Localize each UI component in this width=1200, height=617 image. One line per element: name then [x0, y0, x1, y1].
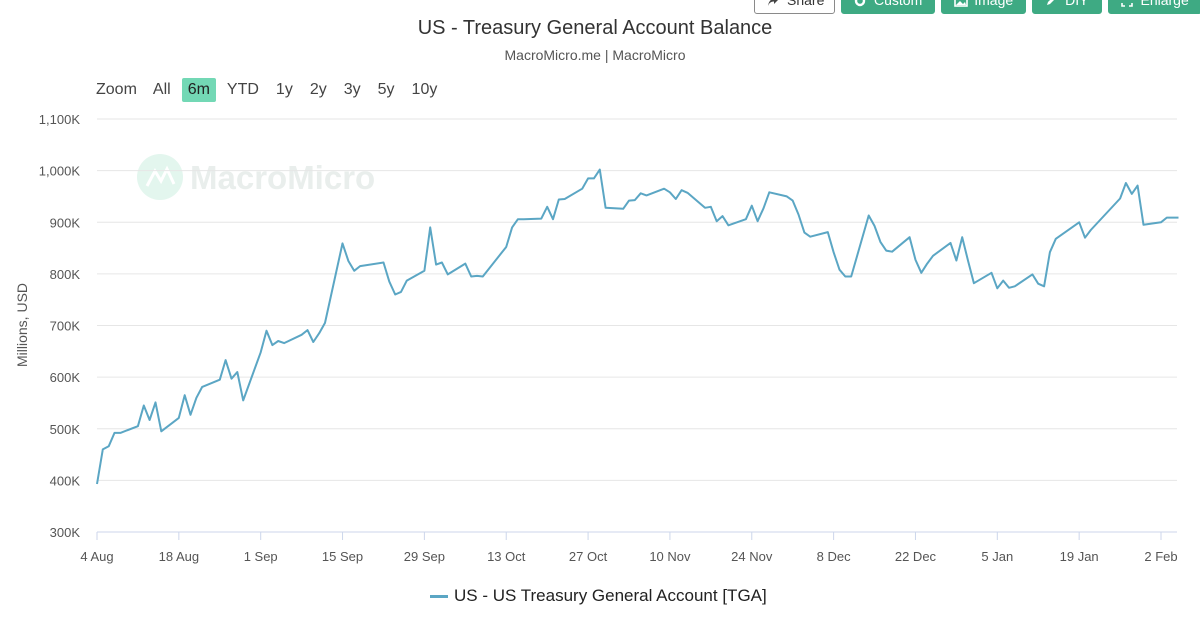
y-tick-label: 600K: [50, 370, 81, 385]
watermark-logo-mark: [145, 165, 176, 187]
zoom-option-3y[interactable]: 3y: [343, 81, 361, 98]
legend-label: US - US Treasury General Account [TGA]: [454, 586, 767, 605]
zoom-option-6m[interactable]: 6m: [181, 78, 216, 102]
zoom-option-5y[interactable]: 5y: [377, 81, 395, 98]
zoom-option-ytd[interactable]: YTD: [226, 81, 259, 98]
zoom-option-1y[interactable]: 1y: [275, 81, 293, 98]
y-tick-label: 300K: [50, 525, 81, 540]
y-axis: 300K 400K 500K 600K 700K 800K 900K 1,000K 1,100K: [39, 112, 81, 540]
series-line[interactable]: [96, 168, 1179, 485]
gear-icon: [854, 0, 866, 7]
legend-item[interactable]: US - US Treasury General Account [TGA]: [430, 586, 767, 606]
zoom-option-10y[interactable]: 10y: [411, 81, 438, 98]
y-tick-label: 400K: [50, 473, 81, 488]
x-tick-label: 5 Jan: [981, 549, 1013, 564]
line-chart: MacroMicro 300K 400K 500K 600K 700K 800K 900K 1…: [14, 112, 1179, 564]
share-label: Share: [787, 0, 825, 8]
custom-label: Custom: [874, 0, 923, 8]
y-axis-label: Millions, USD: [14, 283, 30, 367]
x-tick-label: 8 Dec: [817, 549, 851, 564]
x-tick-label: 19 Jan: [1060, 549, 1099, 564]
diy-label: DIY: [1065, 0, 1089, 8]
series-group: [96, 168, 1179, 485]
zoom-selector: Zoom All 6m YTD 1y 2y 3y 5y 10y: [96, 78, 448, 102]
watermark: MacroMicro: [137, 154, 375, 200]
chart-toolbar: Share Custom Image DIY Enlarge: [754, 0, 1200, 14]
x-tick-label: 10 Nov: [649, 549, 691, 564]
share-icon: [767, 0, 779, 6]
image-button[interactable]: Image: [941, 0, 1027, 14]
x-tick-label: 13 Oct: [487, 549, 526, 564]
x-tick-label: 15 Sep: [322, 549, 363, 564]
x-tick-label: 29 Sep: [404, 549, 445, 564]
x-axis: 4 Aug 18 Aug 1 Sep 15 Sep 29 Sep 13 Oct 27 Oct…: [80, 531, 1178, 564]
legend-swatch: [430, 594, 448, 598]
share-button[interactable]: Share: [754, 0, 835, 14]
diy-button[interactable]: DIY: [1032, 0, 1102, 14]
x-tick-label: 22 Dec: [895, 549, 937, 564]
x-tick-label: 1 Sep: [244, 549, 278, 564]
watermark-text: MacroMicro: [190, 159, 375, 196]
x-tick-label: 24 Nov: [731, 549, 773, 564]
enlarge-button[interactable]: Enlarge: [1107, 0, 1200, 14]
enlarge-label: Enlarge: [1140, 0, 1189, 8]
chart-title: US - Treasury General Account Balance: [417, 17, 773, 39]
y-tick-label: 1,000K: [39, 164, 81, 179]
x-tick-label: 18 Aug: [159, 549, 200, 564]
x-tick-label: 2 Feb: [1144, 549, 1177, 564]
zoom-option-all[interactable]: All: [152, 81, 171, 98]
zoom-option-2y[interactable]: 2y: [309, 81, 327, 98]
y-tick-label: 1,100K: [39, 112, 81, 127]
y-tick-label: 900K: [50, 215, 81, 230]
y-tick-label: 700K: [50, 319, 81, 334]
x-tick-label: 27 Oct: [569, 549, 608, 564]
chart-subtitle: MacroMicro.me | MacroMicro: [504, 47, 686, 63]
custom-button[interactable]: Custom: [841, 0, 936, 14]
x-tick-label: 4 Aug: [80, 549, 113, 564]
zoom-label: Zoom: [96, 81, 137, 98]
pencil-icon: [1045, 0, 1057, 6]
image-icon: [954, 0, 969, 7]
image-label: Image: [974, 0, 1014, 8]
y-tick-label: 500K: [50, 422, 81, 437]
y-tick-label: 800K: [50, 267, 81, 282]
